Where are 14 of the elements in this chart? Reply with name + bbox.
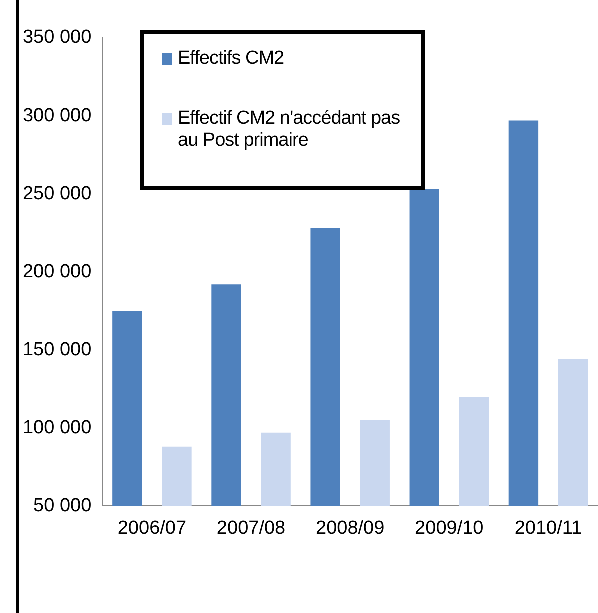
x-tick-label: 2006/07 [118, 518, 187, 539]
y-tick-label: 50 000 [34, 495, 92, 516]
y-tick-label: 150 000 [22, 339, 92, 360]
x-tick-label: 2008/09 [316, 518, 385, 539]
y-tick-label: 100 000 [22, 417, 92, 438]
x-tick-label: 2009/10 [415, 518, 484, 539]
y-tick-label: 300 000 [22, 105, 92, 126]
legend-label: Effectif CM2 n'accédant pas au Post primaire [178, 108, 402, 152]
y-tick-label: 350 000 [22, 27, 92, 48]
y-tick-label: 250 000 [22, 183, 92, 204]
y-tick-label: 200 000 [22, 261, 92, 282]
legend-label: Effectifs CM2 [178, 48, 284, 70]
x-tick-label: 2010/11 [514, 518, 582, 539]
x-tick-label: 2007/08 [216, 518, 286, 539]
